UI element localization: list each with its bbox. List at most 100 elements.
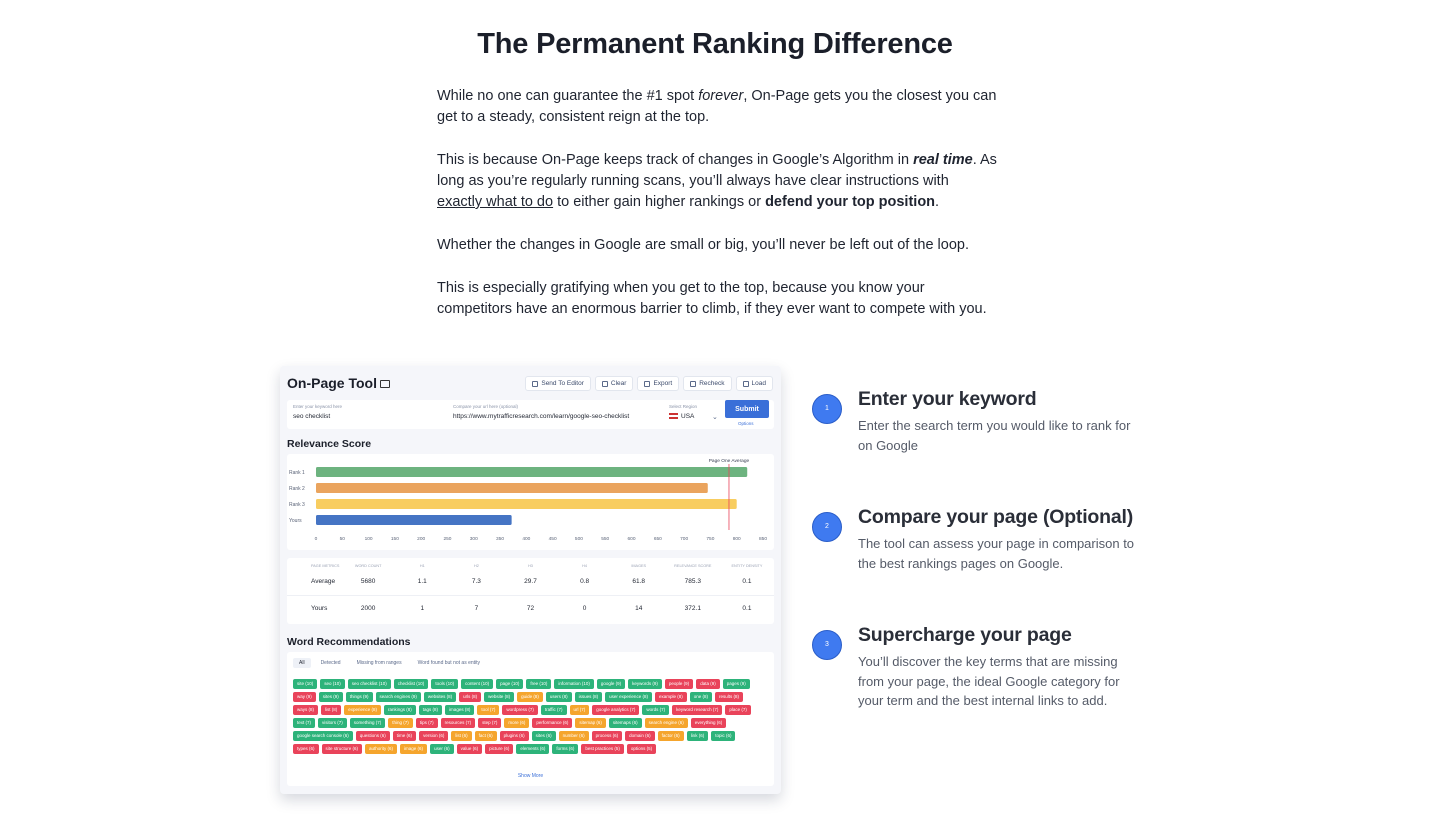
word-tag: seo checklist (10) [347,679,391,689]
bar-label: Yours [289,518,302,524]
word-tag: list (8) [321,705,342,715]
send-icon [532,380,539,387]
relevance-score-title: Relevance Score [287,438,372,450]
word-tag: more (6) [504,718,530,728]
table-row: Average 5680 1.1 7.3 29.7 0.8 61.8 785.3 0.1 [287,569,774,595]
word-tag: content (10) [461,679,494,689]
word-tag: sitemap (6) [575,718,606,728]
table-cell: Average [311,578,336,586]
metrics-header-cell: PAGE METRICS [311,563,340,568]
options-link[interactable]: Options [738,421,754,426]
word-tag: link (6) [686,731,709,741]
word-tag: resources (7) [440,718,476,728]
word-tag: keywords (9) [628,679,662,689]
url-label: Compare your url here (optional) [453,404,519,409]
tool-title: On-Page Tool [287,375,390,391]
metrics-header-row: PAGE METRICS WORD COUNT H1 H2 H3 H4 IMAGES RELE… [287,558,774,569]
word-tag: text (7) [293,718,316,728]
step-number-badge: 3 [812,630,842,660]
word-tag: authority (6) [365,744,398,754]
load-button[interactable]: Load [735,376,773,391]
keyword-label: Enter your keyword here [293,404,343,409]
region-select[interactable]: USA [669,413,694,420]
table-cell: 1 [395,594,450,621]
clear-button[interactable]: Clear [594,376,634,391]
table-cell: 7 [449,594,504,621]
word-tag: words (7) [642,705,670,715]
page-metrics-table: PAGE METRICS WORD COUNT H1 H2 H3 H4 IMAGES RELE… [287,558,774,624]
word-tag: step (7) [478,718,502,728]
x-tick-label: 550 [601,536,609,542]
word-tab[interactable]: Detected [320,660,341,666]
word-tag: user (6) [430,744,454,754]
word-tag: ways (8) [293,705,319,715]
word-tag: performance (6) [532,718,573,728]
bar-rank-1 [316,467,748,477]
metrics-header-cell: ENTITY DENSITY [731,563,763,568]
show-more-link[interactable]: Show More [517,773,544,779]
table-cell: 0.8 [580,578,590,586]
emphasis-real-time: real time [913,152,973,168]
paragraph-3: Whether the changes in Google are small … [437,237,969,253]
word-tag: google analytics (7) [592,705,640,715]
on-page-tool-screenshot: On-Page Tool Send To Editor Clear Export… [280,366,781,794]
x-tick-label: 500 [575,536,583,542]
word-tag: website (8) [484,692,515,702]
word-tag: traffic (7) [540,705,567,715]
word-tag: thing (7) [388,718,413,728]
x-tick-label: 300 [470,536,478,542]
recheck-button[interactable]: Recheck [683,376,732,391]
x-tick-label: 150 [391,536,399,542]
word-tag: options (5) [626,744,657,754]
word-tag: site structure (6) [321,744,363,754]
page-one-average-label: Page One Average [709,458,750,464]
bar-label: Rank 2 [289,486,305,492]
chevron-down-icon[interactable]: ⌄ [712,414,718,421]
metrics-header-cell: H4 [582,563,588,568]
word-tag: results (8) [714,692,743,702]
relevance-chart-svg: Rank 1 Rank 2 Rank 3 Yours 0 50 100 150 200 250 30… [289,458,767,542]
word-tag: keyword research (7) [672,705,723,715]
export-button[interactable]: Export [637,376,680,391]
send-to-editor-button[interactable]: Send To Editor [525,376,591,391]
word-tag: version (6) [419,731,449,741]
x-tick-label: 600 [628,536,636,542]
x-tick-label: 200 [417,536,425,542]
word-tag: images (8) [445,705,475,715]
us-flag-icon [669,413,678,419]
word-tag: wordpress (7) [502,705,538,715]
cloud-icon [644,380,651,387]
url-input[interactable]: https://www.mytrafficresearch.com/learn/… [453,413,630,420]
step-number-badge: 1 [812,394,842,424]
table-cell: 785.3 [684,578,701,586]
word-tag: topic (6) [711,731,736,741]
word-tag: free (10) [526,679,552,689]
word-tab[interactable]: All [293,658,311,668]
word-tab[interactable]: Missing from ranges [356,660,402,666]
word-tag: site (10) [293,679,318,689]
word-tag: plugins (6) [499,731,529,741]
word-tag: tags (8) [418,705,443,715]
x-tick-label: 100 [365,536,373,542]
region-label: Select Region [669,404,698,409]
word-tag: types (6) [293,744,319,754]
word-tag: questions (6) [355,731,390,741]
word-tag: image (6) [400,744,428,754]
x-tick-label: 50 [340,536,346,542]
submit-button[interactable]: Submit [725,400,769,418]
table-row: Yours 2000 1 7 72 0 14 372.1 0.1 [287,594,774,621]
word-tag: picture (6) [485,744,514,754]
table-cell: 1.1 [417,578,427,586]
word-tag: factor (6) [657,731,684,741]
exactly-what-to-do-link[interactable]: exactly what to do [437,194,554,210]
word-tag: tips (7) [415,718,438,728]
word-tag: rankings (8) [384,705,416,715]
word-tag: everything (6) [690,718,727,728]
step-description: You’ll discover the key terms that are m… [858,654,1120,708]
bar-label: Rank 1 [289,470,305,476]
word-tab[interactable]: Word found but not as entity [417,660,481,666]
word-tag: tool (7) [477,705,500,715]
table-cell: 29.7 [524,578,537,586]
keyword-input[interactable]: seo checklist [293,413,331,420]
metrics-header-cell: WORD COUNT [354,563,382,568]
